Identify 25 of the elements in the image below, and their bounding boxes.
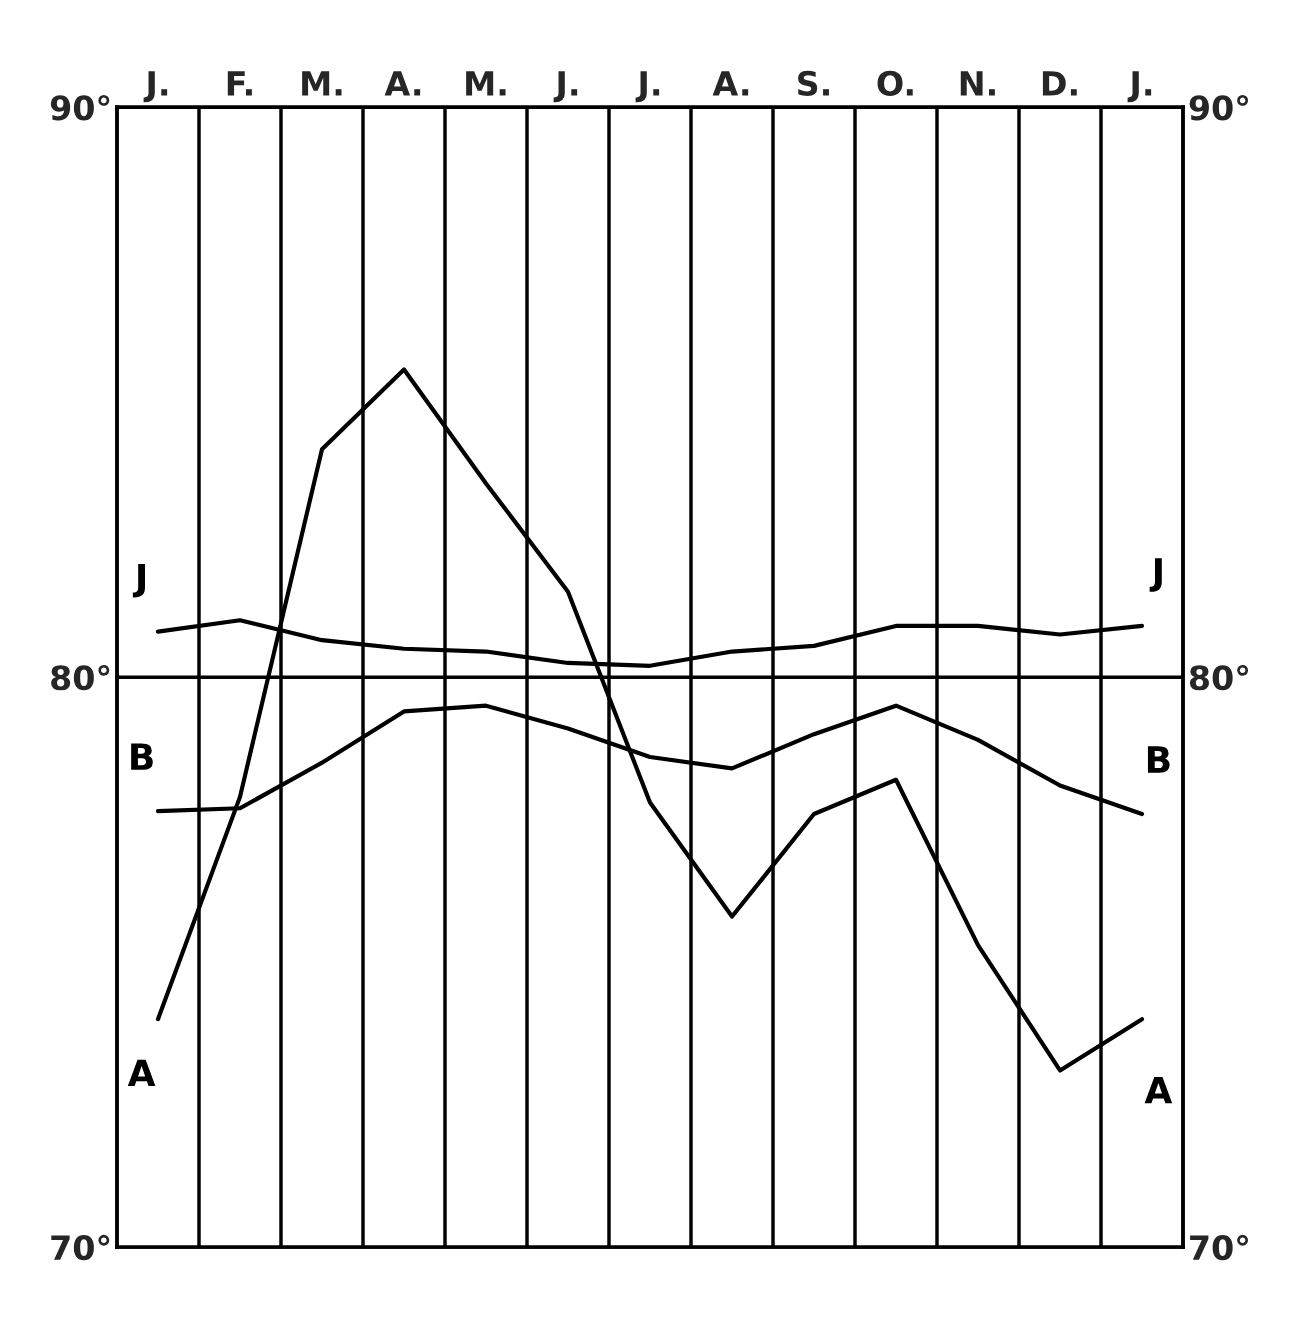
x-tick-label: J.: [635, 71, 660, 103]
x-tick-label: D.: [1042, 71, 1077, 96]
text: B: [131, 743, 153, 770]
y2-tick-label: 80°: [1189, 664, 1248, 691]
x-tick-label: J.: [1127, 71, 1152, 103]
x-tick-label: S.: [798, 70, 829, 96]
y2-tick-label: 70°: [1190, 1234, 1248, 1261]
series-label: J: [1149, 558, 1162, 592]
y-tick-label: 90°: [50, 94, 110, 121]
y-tick-label: 70°: [51, 1234, 110, 1261]
x-tick-label: M.: [302, 71, 342, 96]
x-tick-label: J.: [143, 71, 168, 103]
series-label: B: [1147, 746, 1170, 773]
x-tick-label: F.: [227, 71, 252, 96]
text: J: [132, 563, 145, 598]
series-label: A: [127, 1059, 156, 1087]
x-tick-label: M.: [466, 71, 506, 96]
y2-tick-label: 90°: [1189, 94, 1248, 121]
y-tick-label: 80°: [51, 664, 110, 691]
x-tick-label: O.: [877, 70, 913, 96]
x-tick-label: A.: [712, 71, 749, 96]
x-tick-label: A.: [384, 71, 421, 96]
x-tick-label: J.: [553, 71, 578, 103]
text: A: [1144, 1076, 1173, 1104]
x-tick-label: N.: [960, 71, 995, 96]
